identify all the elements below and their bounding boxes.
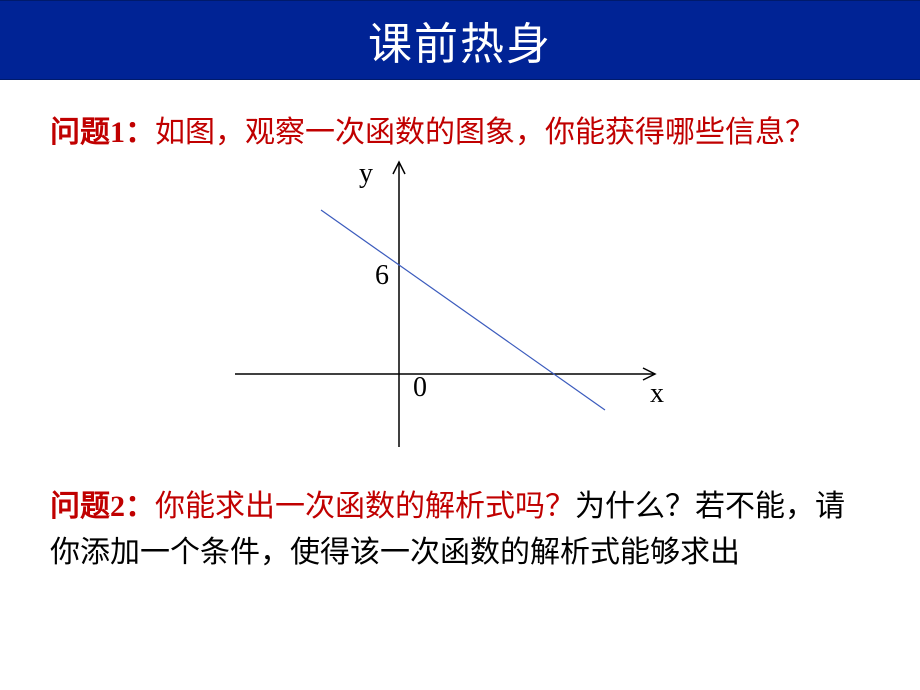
chart-svg: y x 0 6 bbox=[235, 152, 685, 454]
title-bar-text: 课前热身 bbox=[368, 8, 552, 72]
question-2: 问题2：你能求出一次函数的解析式吗？为什么？若不能，请你添加一个条件，使得该一次… bbox=[50, 484, 870, 577]
svg-text:6: 6 bbox=[375, 260, 389, 291]
title-bar: 课前热身 bbox=[0, 0, 920, 80]
question-2-label: 问题2： bbox=[50, 490, 155, 523]
linear-function-chart: y x 0 6 bbox=[235, 152, 685, 454]
question-1-label: 问题1： bbox=[50, 116, 155, 149]
content-area: 问题1：如图，观察一次函数的图象，你能获得哪些信息？ y x 0 6 问题2：你能求出… bbox=[0, 80, 920, 577]
svg-text:y: y bbox=[359, 158, 373, 189]
question-2-text-red: 你能求出一次函数的解析式吗？ bbox=[155, 490, 575, 523]
svg-text:0: 0 bbox=[413, 372, 427, 403]
chart-wrap: y x 0 6 bbox=[50, 152, 870, 454]
question-1-text: 如图，观察一次函数的图象，你能获得哪些信息？ bbox=[155, 116, 815, 149]
svg-text:x: x bbox=[650, 378, 664, 409]
question-1: 问题1：如图，观察一次函数的图象，你能获得哪些信息？ bbox=[50, 110, 870, 157]
